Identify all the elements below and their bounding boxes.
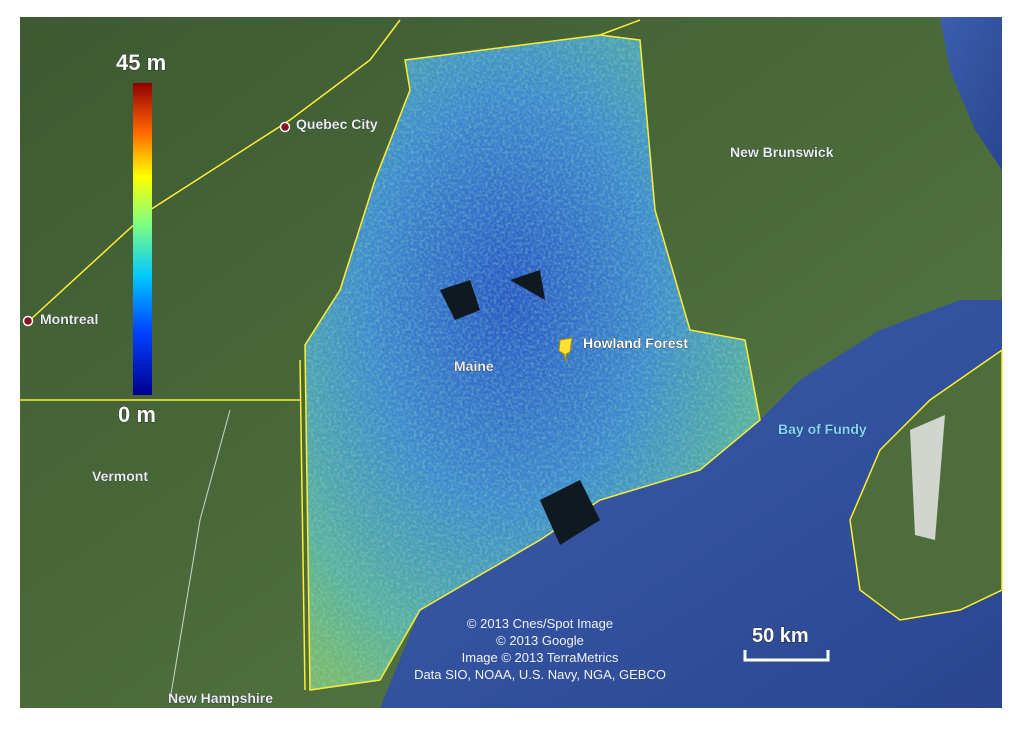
legend-max-label: 45 m	[116, 50, 166, 75]
attribution-line: Image © 2013 TerraMetrics	[462, 650, 619, 665]
scale-bar-line	[743, 650, 830, 662]
attribution-line: Data SIO, NOAA, U.S. Navy, NGA, GEBCO	[414, 667, 666, 682]
place-label: Quebec City	[296, 116, 378, 132]
scale-bar: 50 km	[743, 625, 830, 662]
place-label: Howland Forest	[583, 335, 688, 351]
place-label: Montreal	[40, 311, 98, 327]
place-label: Bay of Fundy	[778, 421, 867, 437]
pin-marker	[558, 337, 573, 363]
attribution: © 2013 Cnes/Spot Image © 2013 Google Ima…	[414, 616, 666, 682]
canopy-height-layer	[304, 34, 761, 691]
place-label: New Brunswick	[730, 144, 834, 160]
place-label: Maine	[454, 358, 494, 374]
attribution-line: © 2013 Cnes/Spot Image	[467, 616, 613, 631]
place-labels: Quebec City Montreal New Brunswick Maine…	[40, 116, 867, 707]
scale-bar-label: 50 km	[752, 625, 809, 647]
place-label: New Hampshire	[168, 690, 273, 706]
attribution-line: © 2013 Google	[496, 633, 584, 648]
place-label: Vermont	[92, 468, 148, 484]
city-marker	[279, 121, 291, 133]
place-markers	[22, 121, 573, 363]
city-marker	[22, 315, 34, 327]
colorbar	[133, 83, 152, 395]
color-legend: 45 m 0 m	[116, 50, 167, 428]
legend-min-label: 0 m	[118, 402, 156, 427]
